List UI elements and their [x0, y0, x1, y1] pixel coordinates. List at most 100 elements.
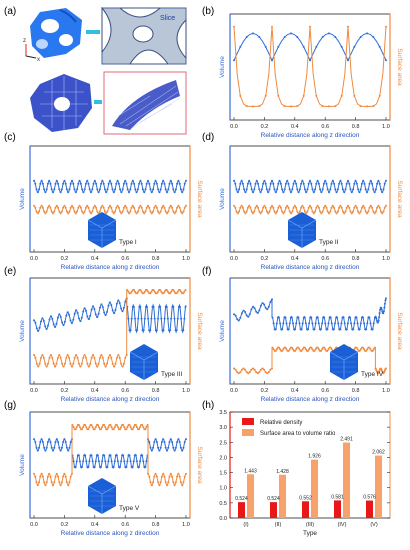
- data-point: [136, 210, 139, 213]
- chart-panel-b: (b) 0.0 0.2 0.4 0.6 0.8 1.0 Relative distance a…: [202, 6, 403, 139]
- data-point: [173, 317, 176, 320]
- data-point: [255, 204, 258, 207]
- data-point: [119, 188, 122, 191]
- data-point: [378, 316, 381, 319]
- data-point: [72, 460, 75, 463]
- data-point: [100, 466, 102, 468]
- data-point: [41, 182, 44, 185]
- data-point: [40, 204, 43, 207]
- data-point: [34, 441, 37, 443]
- data-point: [60, 481, 63, 484]
- data-point: [146, 305, 148, 308]
- data-point: [147, 179, 149, 182]
- data-point: [277, 45, 280, 48]
- data-point: [44, 325, 47, 328]
- data-point: [150, 212, 153, 215]
- series-line-volume: [233, 179, 387, 194]
- data-point: [379, 308, 382, 311]
- data-point: [91, 460, 94, 463]
- data-point: [182, 292, 185, 295]
- data-point: [165, 289, 168, 291]
- data-point: [273, 210, 276, 213]
- y-tick-label: 0.5: [219, 501, 227, 507]
- data-point: [276, 188, 279, 191]
- data-point: [68, 481, 71, 484]
- data-point: [62, 475, 65, 478]
- data-point: [59, 449, 62, 452]
- data-point: [245, 188, 248, 191]
- y-tick-label: 1.0: [219, 486, 227, 492]
- data-point: [119, 466, 121, 468]
- data-point: [67, 191, 70, 194]
- data-point: [244, 311, 247, 313]
- series-markers-volume: [233, 297, 387, 331]
- data-point: [121, 310, 124, 313]
- data-point: [92, 182, 95, 185]
- data-point: [132, 289, 135, 291]
- data-point: [144, 188, 147, 191]
- data-point: [332, 328, 335, 331]
- data-point: [374, 210, 377, 213]
- data-point: [167, 446, 170, 449]
- data-point: [44, 362, 47, 365]
- slice-image: Slice: [101, 6, 187, 65]
- data-point: [103, 188, 106, 191]
- data-point: [350, 322, 353, 325]
- data-point: [348, 206, 351, 209]
- data-point: [159, 210, 162, 213]
- data-point: [115, 206, 118, 209]
- lattice-cube-image: [87, 212, 117, 248]
- data-point: [77, 454, 80, 457]
- data-point: [353, 206, 356, 209]
- data-point: [171, 475, 174, 478]
- data-point: [34, 206, 37, 209]
- data-point: [249, 182, 252, 185]
- data-point: [88, 188, 91, 191]
- data-point: [310, 182, 313, 185]
- data-point: [52, 362, 55, 365]
- data-point: [62, 365, 65, 368]
- data-point: [252, 212, 254, 215]
- data-point: [377, 204, 380, 207]
- data-point: [72, 362, 75, 365]
- data-point: [264, 206, 267, 209]
- data-point: [176, 475, 179, 478]
- data-point: [380, 306, 383, 309]
- lattice-cube-image: [329, 344, 359, 380]
- data-point: [264, 45, 267, 48]
- data-point: [145, 426, 148, 429]
- data-point: [68, 446, 71, 449]
- data-point: [254, 182, 257, 185]
- gyroid-unit-cell-image: [30, 8, 82, 58]
- data-point: [321, 105, 324, 108]
- data-point: [237, 372, 240, 375]
- data-point: [245, 105, 248, 108]
- data-point: [152, 305, 155, 308]
- data-point: [34, 321, 37, 324]
- data-point: [44, 212, 47, 215]
- data-point: [97, 312, 100, 315]
- data-point: [252, 191, 254, 194]
- data-point: [142, 329, 145, 332]
- data-point: [162, 438, 165, 441]
- data-point: [82, 310, 85, 313]
- data-point: [320, 328, 322, 331]
- data-point: [145, 460, 148, 463]
- data-point: [139, 289, 142, 291]
- panel-letter-c: (c): [4, 132, 16, 143]
- data-point: [101, 204, 104, 207]
- type-label: Type I: [119, 239, 137, 246]
- data-point: [149, 329, 152, 332]
- data-point: [172, 305, 175, 308]
- data-point: [97, 426, 100, 429]
- data-point: [355, 316, 358, 319]
- data-point: [67, 212, 70, 215]
- data-point: [300, 349, 303, 352]
- data-point: [252, 32, 254, 35]
- data-point: [117, 206, 120, 209]
- data-point: [264, 371, 267, 374]
- data-point: [75, 354, 78, 356]
- x-tick-label: 1.0: [382, 388, 390, 394]
- data-point: [167, 210, 170, 213]
- data-point: [147, 204, 149, 207]
